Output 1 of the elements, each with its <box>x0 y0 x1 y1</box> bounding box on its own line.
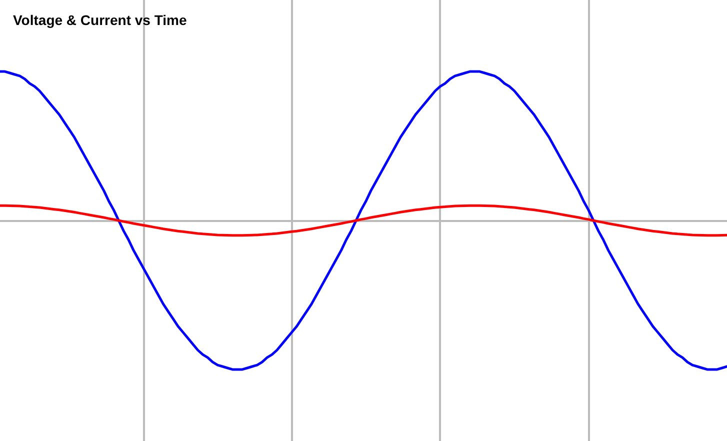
chart-title: Voltage & Current vs Time <box>13 12 187 28</box>
